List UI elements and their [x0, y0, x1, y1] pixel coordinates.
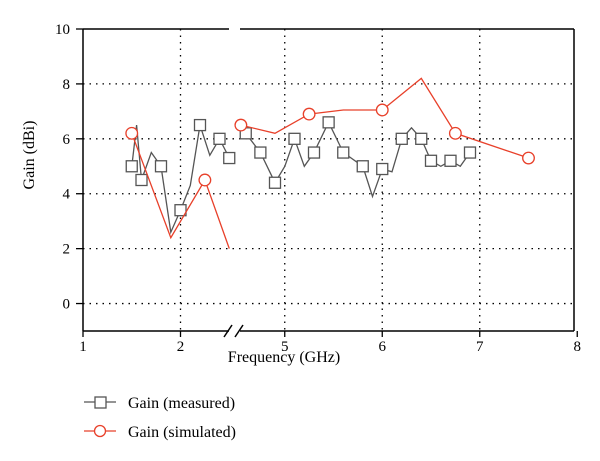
- measured-point-11: [307, 146, 321, 159]
- axes: [76, 28, 578, 338]
- simulated-point-6: [522, 151, 535, 165]
- measured-point-20: [463, 146, 477, 159]
- series-0-line-0: [131, 124, 230, 235]
- measured-point-15: [376, 162, 389, 176]
- simulated-point-5: [448, 126, 462, 140]
- y-axis-title: Gain (dBi): [21, 121, 38, 190]
- y-tick-label-5: 10: [55, 22, 70, 38]
- measured-point-13: [337, 146, 350, 159]
- measured-point-16: [395, 132, 408, 145]
- measured-point-6: [223, 151, 236, 165]
- measured-point-14: [356, 160, 369, 173]
- simulated-point-3: [302, 107, 316, 121]
- measured-point-3: [174, 204, 187, 217]
- legend-simulated-marker: [93, 424, 107, 438]
- x-tick-label-1: 2: [177, 339, 185, 355]
- legend-item-measured: Gain (measured): [84, 395, 235, 412]
- measured-point-5: [213, 132, 226, 145]
- y-tick-label-2: 4: [63, 187, 71, 203]
- measured-point-1: [135, 173, 148, 187]
- measured-point-9: [268, 176, 282, 189]
- axis-break-mark-1: [223, 324, 233, 338]
- x-axis-title: Frequency (GHz): [228, 349, 340, 366]
- x-tick-label-2: 5: [281, 339, 289, 355]
- simulated-point-1: [198, 173, 212, 187]
- series-1-line-0: [131, 133, 230, 249]
- measured-point-17: [415, 132, 428, 145]
- measured-point-12: [322, 116, 335, 129]
- series-0-line-1: [245, 120, 471, 199]
- plot-series: [125, 77, 535, 249]
- x-tick-label-5: 8: [574, 339, 582, 355]
- measured-point-0: [125, 160, 138, 173]
- simulated-point-2: [234, 118, 248, 132]
- y-tick-label-4: 8: [63, 77, 71, 93]
- legend-item-simulated: Gain (simulated): [84, 424, 236, 441]
- measured-point-19: [444, 154, 457, 167]
- legend-measured-label: Gain (measured): [128, 395, 235, 412]
- legend-measured-marker: [94, 396, 107, 409]
- x-tick-label-0: 1: [79, 339, 87, 355]
- x-tick-label-3: 6: [379, 339, 387, 355]
- grid-lines: [83, 29, 574, 331]
- y-tick-label-3: 6: [63, 132, 71, 148]
- measured-point-4: [193, 118, 207, 132]
- measured-point-10: [288, 132, 301, 145]
- measured-point-2: [154, 160, 168, 173]
- series-1-line-1: [240, 77, 529, 159]
- legend-simulated-label: Gain (simulated): [128, 424, 236, 441]
- measured-point-8: [254, 146, 267, 159]
- simulated-point-0: [125, 126, 139, 140]
- x-tick-label-4: 7: [476, 339, 484, 355]
- y-tick-label-1: 2: [63, 242, 71, 258]
- legend: Gain (measured) Gain (simulated): [84, 395, 236, 441]
- simulated-point-4: [375, 103, 389, 117]
- measured-point-18: [424, 154, 438, 167]
- y-tick-label-0: 0: [63, 297, 71, 313]
- axis-break-mark-2: [234, 324, 244, 338]
